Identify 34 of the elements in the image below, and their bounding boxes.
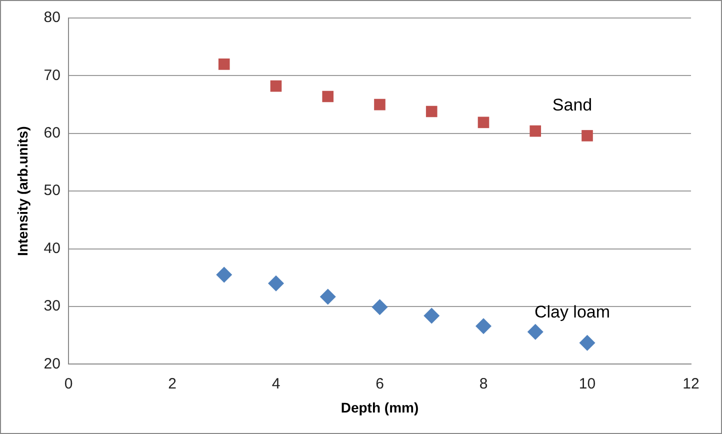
point: [270, 80, 282, 92]
x-axis-title: Depth (mm): [340, 399, 419, 416]
x-tick-label: 0: [64, 375, 73, 392]
y-axis-title: Intensity (arb.units): [14, 126, 30, 256]
x-tick-label: 10: [578, 375, 596, 392]
y-tick-label: 40: [44, 240, 60, 257]
point: [374, 98, 386, 110]
x-tick-label: 6: [376, 375, 384, 392]
y-tick-label: 70: [44, 66, 60, 84]
x-tick-label: 8: [479, 375, 488, 392]
point: [322, 90, 334, 102]
x-tick-label: 12: [682, 375, 700, 392]
point: [320, 288, 336, 305]
point: [582, 130, 593, 142]
x-tick-label: 2: [168, 375, 176, 392]
series-label: Clay loam: [534, 302, 610, 322]
point: [579, 334, 596, 351]
point: [268, 275, 284, 292]
y-tick-label: 30: [44, 298, 60, 315]
y-tick-label: 60: [44, 124, 60, 142]
point: [216, 266, 232, 283]
point: [478, 116, 490, 128]
point: [426, 106, 438, 118]
point: [475, 318, 492, 334]
y-tick-label: 80: [44, 9, 60, 26]
point: [218, 58, 230, 70]
series-label: Sand: [552, 95, 592, 114]
point: [530, 125, 542, 137]
y-tick-label: 50: [44, 182, 60, 200]
y-tick-label: 20: [44, 355, 60, 372]
point: [527, 324, 544, 340]
x-tick-label: 4: [272, 375, 280, 392]
point: [424, 308, 440, 324]
point: [372, 299, 388, 316]
